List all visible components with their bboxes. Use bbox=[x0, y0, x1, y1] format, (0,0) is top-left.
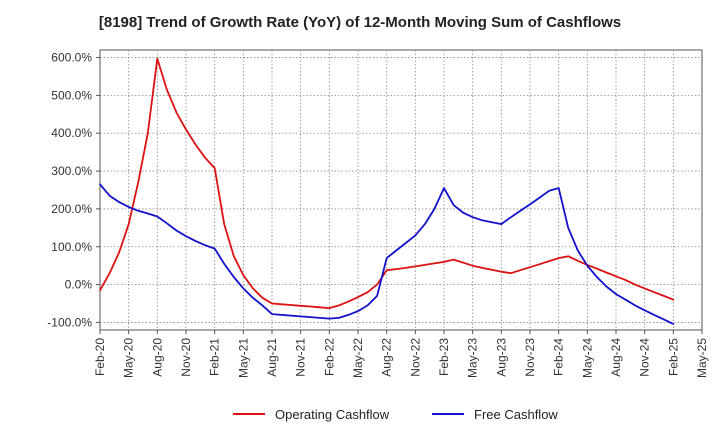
series-line-operating-cashflow bbox=[99, 57, 675, 310]
x-tick-label: Feb-21 bbox=[208, 338, 222, 376]
y-tick-label: 200.0% bbox=[51, 202, 92, 216]
x-tick-label: Nov-21 bbox=[294, 338, 308, 377]
y-tick-label: 500.0% bbox=[51, 88, 92, 102]
x-tick-label: Nov-23 bbox=[523, 338, 537, 377]
x-tick-label: Aug-20 bbox=[150, 338, 164, 377]
x-tick-label: May-22 bbox=[351, 338, 365, 378]
chart-title: [8198] Trend of Growth Rate (YoY) of 12-… bbox=[98, 14, 622, 31]
x-tick-label: Nov-24 bbox=[638, 338, 652, 377]
y-tick-label: 400.0% bbox=[51, 126, 92, 140]
x-axis: Feb-20 May-20 Aug-20 Nov-20 Feb-21 May-21 Aug-… bbox=[93, 330, 709, 378]
x-tick-label: May-25 bbox=[695, 338, 709, 378]
x-tick-label: Aug-24 bbox=[609, 338, 623, 377]
x-tick-label: May-21 bbox=[236, 338, 250, 378]
y-tick-label: 600.0% bbox=[51, 51, 92, 65]
x-tick-label: Nov-22 bbox=[408, 338, 422, 377]
y-tick-label: -100.0% bbox=[47, 315, 92, 329]
x-tick-label: May-23 bbox=[466, 338, 480, 378]
x-tick-label: Feb-25 bbox=[666, 338, 680, 376]
x-tick-label: Feb-23 bbox=[437, 338, 451, 376]
legend-label: Free Cashflow bbox=[474, 407, 558, 422]
legend-label: Operating Cashflow bbox=[275, 407, 390, 422]
x-tick-label: Feb-20 bbox=[93, 338, 107, 376]
grid bbox=[100, 50, 702, 330]
x-tick-label: Feb-24 bbox=[552, 338, 566, 376]
x-tick-label: Aug-22 bbox=[380, 338, 394, 377]
series-line-free-cashflow bbox=[99, 183, 675, 325]
y-tick-label: 300.0% bbox=[51, 164, 92, 178]
x-tick-label: May-20 bbox=[122, 338, 136, 378]
series-lines bbox=[99, 57, 675, 325]
y-tick-label: 100.0% bbox=[51, 240, 92, 254]
y-tick-label: 0.0% bbox=[65, 278, 93, 292]
x-tick-label: Aug-21 bbox=[265, 338, 279, 377]
x-tick-label: Feb-22 bbox=[322, 338, 336, 376]
y-axis: 600.0% 500.0% 400.0% 300.0% 200.0% 100.0% 0.0%… bbox=[47, 51, 100, 329]
x-tick-label: May-24 bbox=[580, 338, 594, 378]
plot-frame bbox=[99, 49, 703, 331]
x-tick-label: Aug-23 bbox=[494, 338, 508, 377]
legend: Operating Cashflow Free Cashflow bbox=[233, 407, 558, 422]
x-tick-label: Nov-20 bbox=[179, 338, 193, 377]
plot-area bbox=[99, 49, 703, 331]
